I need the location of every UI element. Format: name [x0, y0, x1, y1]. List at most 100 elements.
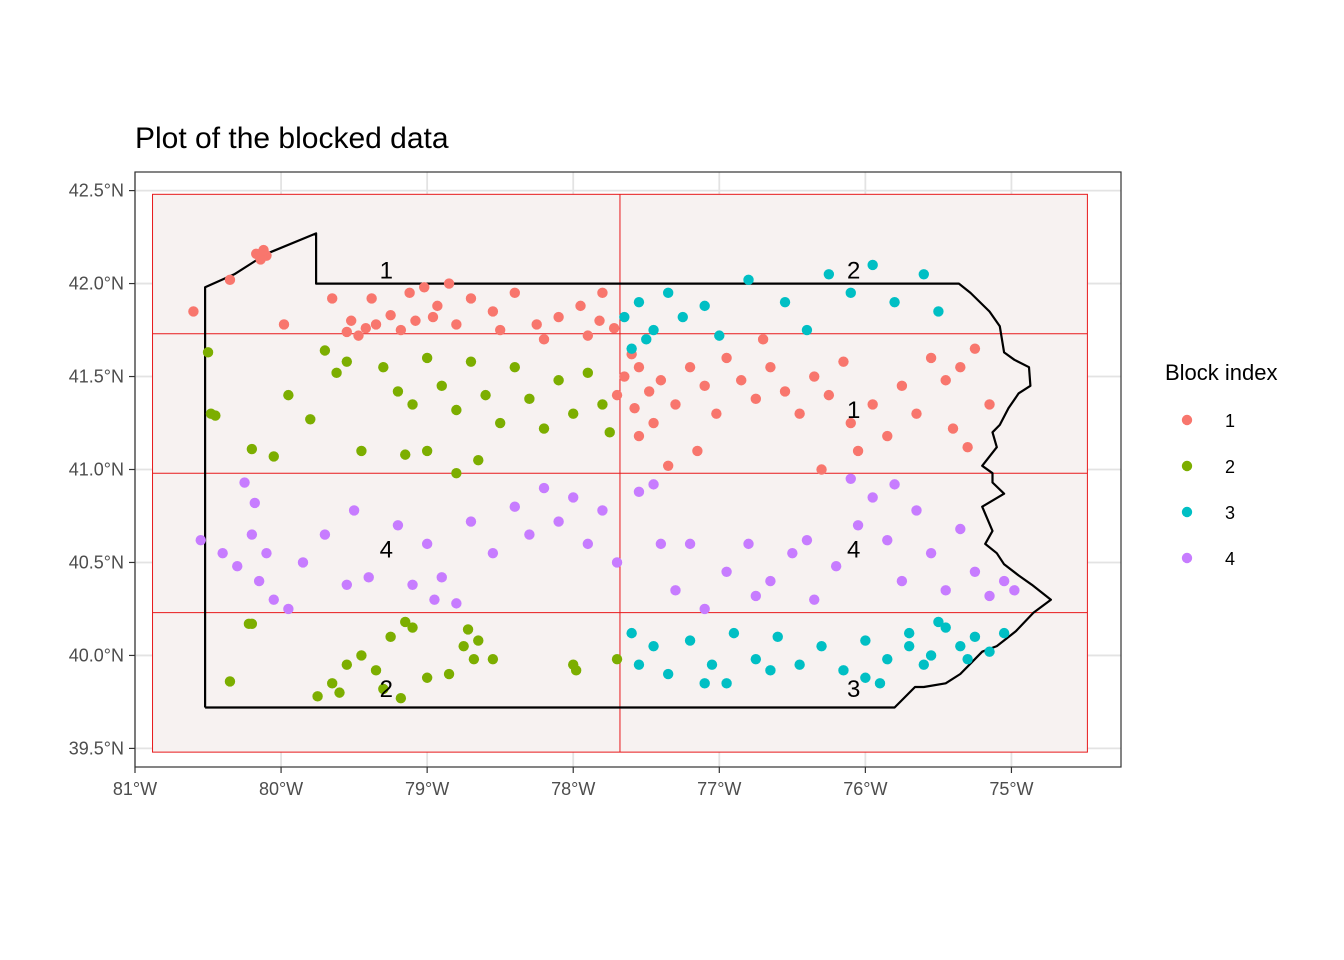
point-block-1-46	[779, 386, 791, 397]
point-block-4-27	[633, 486, 645, 498]
x-tick-label-2: 79°W	[405, 779, 449, 799]
point-block-4-33	[743, 538, 754, 550]
point-block-3-28	[816, 640, 827, 652]
point-block-2-23	[553, 375, 564, 386]
point-block-1-67	[633, 430, 645, 442]
point-block-2-49	[570, 665, 582, 676]
point-block-2-38	[356, 650, 367, 661]
point-block-2-4	[268, 451, 279, 462]
point-block-1-44	[750, 393, 762, 405]
point-block-2-11	[378, 362, 389, 373]
point-block-3-3	[662, 287, 674, 299]
point-block-3-40	[874, 678, 886, 689]
point-block-4-16	[451, 598, 462, 609]
point-block-4-11	[348, 505, 360, 516]
point-block-4-4	[253, 575, 265, 587]
point-block-1-68	[538, 334, 550, 345]
legend-label-1: 1	[1225, 411, 1235, 431]
point-block-1-45	[765, 362, 776, 373]
point-block-3-37	[984, 646, 995, 657]
point-block-1-69	[494, 324, 506, 336]
block-labels: 1 2 1 4 4 2 3	[380, 258, 861, 703]
point-block-4-32	[721, 566, 732, 577]
legend-label-4: 4	[1225, 549, 1235, 569]
point-block-3-11	[845, 287, 856, 299]
point-block-1-12	[341, 326, 353, 338]
legend-label-2: 2	[1225, 457, 1235, 477]
point-block-4-25	[597, 505, 608, 516]
point-block-1-48	[809, 371, 820, 382]
plot-title: Plot of the blocked data	[135, 122, 449, 155]
block-label-2: 1	[847, 397, 860, 424]
point-block-1-39	[684, 362, 696, 373]
point-block-4-39	[867, 492, 878, 503]
point-block-4-5	[261, 547, 272, 559]
point-block-1-73	[451, 319, 462, 330]
point-block-3-12	[867, 259, 878, 271]
point-block-2-28	[473, 455, 484, 466]
point-block-3-39	[860, 672, 871, 683]
point-block-2-12	[392, 386, 404, 397]
point-block-3-42	[721, 678, 732, 689]
point-block-1-8	[345, 315, 357, 326]
point-block-3-22	[684, 635, 696, 646]
point-block-1-7	[327, 293, 338, 304]
point-block-1-1	[224, 274, 236, 286]
point-block-2-21	[524, 393, 535, 405]
point-block-4-15	[436, 572, 447, 583]
point-block-2-6	[305, 414, 316, 425]
legend-key-1	[1181, 414, 1193, 426]
point-block-1-18	[443, 278, 455, 289]
point-block-3-19	[633, 659, 645, 670]
point-block-2-54	[462, 624, 474, 635]
point-block-1-29	[608, 322, 620, 334]
point-block-3-45	[903, 640, 915, 652]
point-block-3-4	[677, 311, 688, 323]
point-block-1-26	[553, 311, 564, 323]
point-block-3-34	[940, 622, 951, 633]
point-block-4-45	[955, 523, 966, 535]
point-block-4-3	[246, 529, 258, 540]
point-block-4-22	[553, 516, 564, 527]
point-block-1-28	[594, 315, 605, 326]
point-block-2-8	[331, 367, 342, 379]
point-block-2-32	[224, 676, 236, 687]
point-block-3-27	[794, 659, 805, 670]
point-block-4-10	[341, 579, 353, 590]
point-block-1-25	[531, 319, 542, 330]
point-block-1-16	[419, 282, 430, 293]
point-block-3-31	[882, 653, 893, 665]
point-block-3-26	[772, 631, 783, 643]
point-block-1-53	[882, 430, 893, 442]
x-tick-label-0: 81°W	[113, 779, 157, 799]
point-block-1-71	[757, 334, 769, 345]
point-block-4-14	[421, 538, 433, 550]
point-block-1-63	[852, 445, 864, 457]
point-block-4-30	[670, 585, 681, 596]
point-block-2-22	[538, 423, 550, 434]
y-tick-label-0: 39.5°N	[69, 738, 124, 758]
point-block-4-58	[684, 538, 696, 550]
point-block-4-2	[232, 560, 243, 572]
point-block-1-62	[969, 343, 981, 354]
point-block-2-27	[604, 427, 615, 438]
point-block-1-60	[962, 441, 973, 453]
point-block-3-14	[918, 269, 929, 280]
point-block-4-56	[801, 534, 813, 546]
point-block-1-0	[188, 306, 199, 317]
point-block-3-10	[823, 269, 835, 280]
legend: Block index 1 2 3 4	[1165, 360, 1278, 569]
point-block-2-42	[407, 622, 418, 633]
block-label-6: 3	[847, 676, 860, 703]
point-block-4-48	[998, 575, 1010, 587]
legend-title: Block index	[1165, 360, 1278, 385]
point-block-4-36	[809, 594, 820, 605]
point-block-2-24	[568, 408, 579, 419]
point-block-4-17	[465, 516, 477, 527]
point-block-1-15	[404, 287, 415, 299]
point-block-2-46	[473, 635, 484, 646]
legend-key-4	[1181, 552, 1193, 564]
point-block-1-31	[619, 371, 630, 382]
point-block-2-2	[210, 410, 221, 421]
